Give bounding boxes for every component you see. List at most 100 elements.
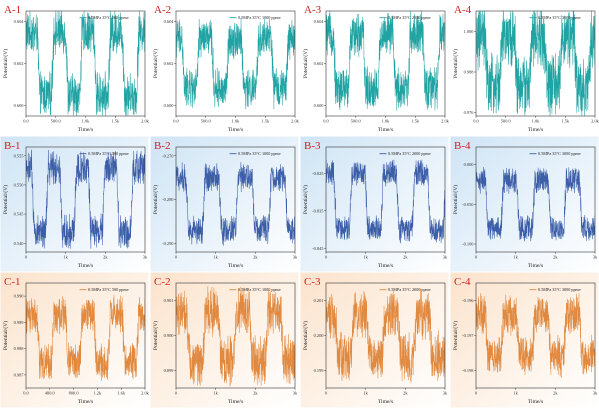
legend-label: 0.5MPa 35°C 500 ppmv [88,287,130,292]
y-axis-label: Potential/(V) [302,49,309,78]
chart-panel-A-2: 0.0 500.0 1.0k 1.5k 2.0k 0.600 0.602 0.604 Time/… [150,0,300,136]
chart-B-4: 0 1k 2k 3k -0.100 -0.050 0.000 Time/s Potential/… [450,136,599,272]
x-tick-label: 1.5k [111,119,119,124]
series-line-C-4 [476,293,595,378]
panel-background [300,272,449,408]
x-tick-label: 0 [475,391,478,396]
legend-label: 0.5MPa 35°C 2000 ppmv [388,151,432,156]
x-axis-label: Time/s [78,263,93,269]
x-tick-label: 1.0k [532,119,540,124]
x-tick-label: 0.0 [23,391,29,396]
y-tick-label: 0.545 [14,212,25,217]
x-tick-label: 0.0 [323,119,329,124]
y-tick-label: 0.600 [164,103,175,108]
y-tick-label: -0.280 [162,197,174,202]
x-tick-label: 500.0 [51,119,62,124]
y-tick-label: 1.000 [464,29,475,34]
chart-panel-B-3: 0 1k 2k 3k -0.845 -0.835 -0.825 Time/s Potential… [300,136,449,272]
y-tick-label: 0.901 [164,298,174,303]
x-tick-label: 2.0k [141,119,149,124]
panel-label: A-3 [304,4,322,16]
y-tick-label: 0.604 [164,19,175,24]
series-line-A-1 [26,11,145,116]
panel-label: C-2 [154,276,171,288]
x-tick-label: 2k [553,255,558,260]
series-line-B-2 [176,162,295,246]
chart-panel-B-1: 0 1k 2k 3k 0.540 0.545 0.550 0.555 Time/s Potenti… [0,136,149,272]
series-line-A-2 [176,17,295,110]
series-line-C-3 [326,288,445,383]
x-tick-label: 0 [175,391,178,396]
x-tick-label: 1.5k [261,119,269,124]
x-tick-label: 1k [513,391,518,396]
series-line-B-4 [476,167,595,242]
chart-C-3: 0 1k 2k 3k 0.199 0.200 0.201 Time/s Potential/(V… [300,272,449,408]
series-line-B-1 [26,149,145,249]
panel-label: C-3 [304,276,321,288]
x-tick-label: 0.0 [173,119,179,124]
x-tick-label: 1k [513,255,518,260]
x-axis-label: Time/s [378,399,393,405]
y-tick-label: 0.602 [164,61,174,66]
chart-A-3: 0.0 500.0 1.0k 1.5k 2.0k 0.600 0.602 0.604 Time/… [300,0,450,136]
x-tick-label: 2k [103,255,108,260]
x-tick-label: 1.0k [232,119,240,124]
y-axis-label: Potential/(V) [2,185,9,214]
panel-background [150,136,299,272]
panel-label: B-3 [304,140,321,152]
x-tick-label: 3k [293,255,298,260]
y-tick-label: 0.602 [14,61,24,66]
x-tick-label: 0.0 [23,119,29,124]
x-tick-label: 2k [253,391,258,396]
x-tick-label: 1k [213,391,218,396]
x-tick-label: 2.0k [291,119,299,124]
panel-background [150,272,299,408]
y-tick-label: 0.201 [314,298,324,303]
x-tick-label: 0 [325,255,328,260]
panel-label: C-4 [454,276,471,288]
x-tick-label: 1.5k [411,119,419,124]
x-tick-label: 400.0 [45,391,56,396]
x-tick-label: 2k [253,255,258,260]
y-axis-label: Potential/(V) [452,49,459,78]
x-tick-label: 500.0 [201,119,212,124]
y-tick-label: 0.555 [14,153,25,158]
y-axis-label: Potential/(V) [152,321,159,350]
y-tick-label: 0.989 [14,320,25,325]
y-tick-label: 0.602 [314,61,324,66]
y-tick-label: 0.600 [314,103,325,108]
x-tick-label: 3k [443,255,448,260]
y-tick-label: 0.199 [314,368,325,373]
chart-panel-A-1: 0.0 500.0 1.0k 1.5k 2.0k 0.600 0.602 0.604 Time/… [0,0,150,136]
legend-label: 0.5MPa 35°C 1000 ppmv [238,15,282,20]
y-axis-label: Potential/(V) [2,321,9,350]
chart-C-2: 0 1k 2k 3k 0.899 0.900 0.901 Time/s Potential/(V… [150,272,299,408]
x-axis-label: Time/s [78,127,93,133]
plot-frame [325,146,446,253]
x-tick-label: 3k [143,255,148,260]
chart-C-4: 0 1k 2k 3k -0.198 -0.197 -0.196 Time/s Potential… [450,272,599,408]
series-line-A-3 [326,11,445,111]
y-tick-label: 0.540 [14,241,25,246]
chart-A-1: 0.0 500.0 1.0k 1.5k 2.0k 0.600 0.602 0.604 Time/… [0,0,150,136]
legend-label: 0.5MPa 35°C 3000 ppmv [538,15,582,20]
chart-panel-C-3: 0 1k 2k 3k 0.199 0.200 0.201 Time/s Potential/(V… [300,272,449,408]
panel-background [300,0,449,136]
x-tick-label: 2k [553,391,558,396]
plot-frame [25,146,146,253]
x-tick-label: 0 [25,255,28,260]
y-tick-label: 0.200 [314,333,325,338]
x-axis-label: Time/s [228,399,243,405]
x-tick-label: 500.0 [351,119,362,124]
panel-background [0,136,149,272]
y-tick-label: 0.899 [164,368,175,373]
plot-frame [475,146,596,253]
y-tick-label: 0.900 [164,333,175,338]
chart-B-2: 0 1k 2k 3k -0.290 -0.280 -0.270 Time/s Potential… [150,136,299,272]
chart-panel-C-2: 0 1k 2k 3k 0.899 0.900 0.901 Time/s Potential/(V… [150,272,299,408]
x-tick-label: 1k [213,255,218,260]
y-axis-label: Potential/(V) [2,49,9,78]
y-axis-label: Potential/(V) [152,49,159,78]
panel-label: B-4 [454,140,471,152]
